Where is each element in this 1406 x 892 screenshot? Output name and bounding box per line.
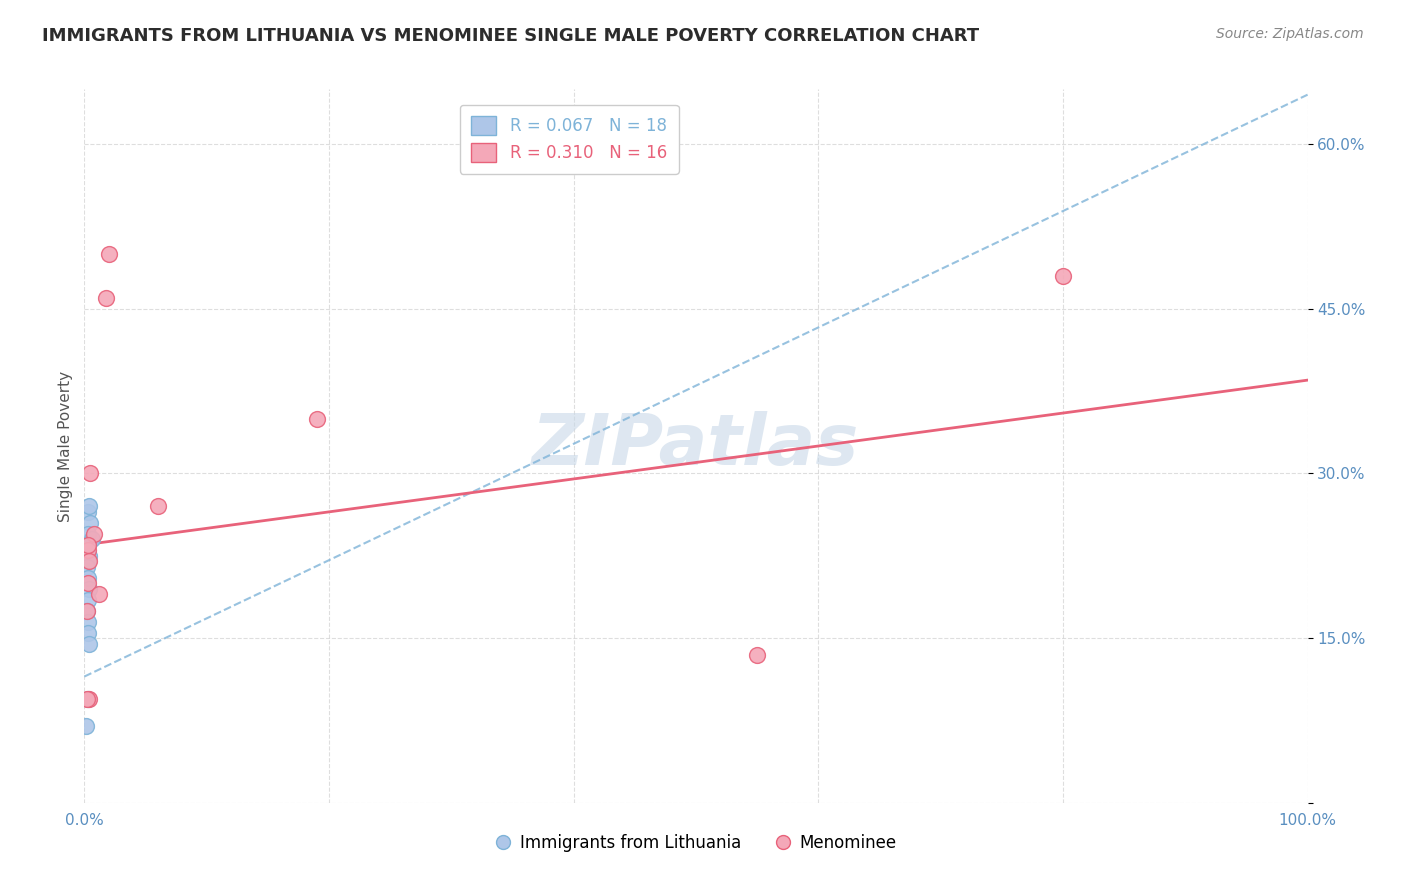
Point [77, 505, 100, 519]
Point [76, 604, 98, 618]
Point [77, 576, 100, 591]
Point [77, 637, 100, 651]
Point [77, 554, 100, 568]
Point [77, 691, 100, 706]
Point [83, 526, 105, 541]
Legend: Immigrants from Lithuania, Menominee: Immigrants from Lithuania, Menominee [488, 828, 904, 859]
Point [747, 648, 769, 662]
Point [76, 691, 98, 706]
Text: IMMIGRANTS FROM LITHUANIA VS MENOMINEE SINGLE MALE POVERTY CORRELATION CHART: IMMIGRANTS FROM LITHUANIA VS MENOMINEE S… [42, 27, 980, 45]
Point [77, 538, 100, 552]
Point [77, 571, 100, 585]
Point [77, 538, 100, 552]
Point [77, 691, 100, 706]
Point [76, 604, 98, 618]
Text: Source: ZipAtlas.com: Source: ZipAtlas.com [1216, 27, 1364, 41]
Point [1052, 268, 1074, 283]
Point [77, 554, 100, 568]
Point [75, 719, 97, 733]
Point [77, 500, 100, 514]
Point [80, 533, 103, 547]
Point [77, 582, 100, 596]
Point [305, 411, 328, 425]
Point [79, 516, 101, 530]
Text: ZIPatlas: ZIPatlas [533, 411, 859, 481]
Point [146, 500, 169, 514]
Point [76, 559, 98, 574]
Point [77, 592, 100, 607]
Point [77, 526, 100, 541]
Y-axis label: Single Male Poverty: Single Male Poverty [58, 370, 73, 522]
Point [97, 247, 120, 261]
Point [77, 549, 100, 563]
Point [96, 291, 118, 305]
Point [87, 587, 110, 601]
Point [79, 467, 101, 481]
Point [77, 543, 100, 558]
Point [77, 625, 100, 640]
Point [77, 615, 100, 629]
